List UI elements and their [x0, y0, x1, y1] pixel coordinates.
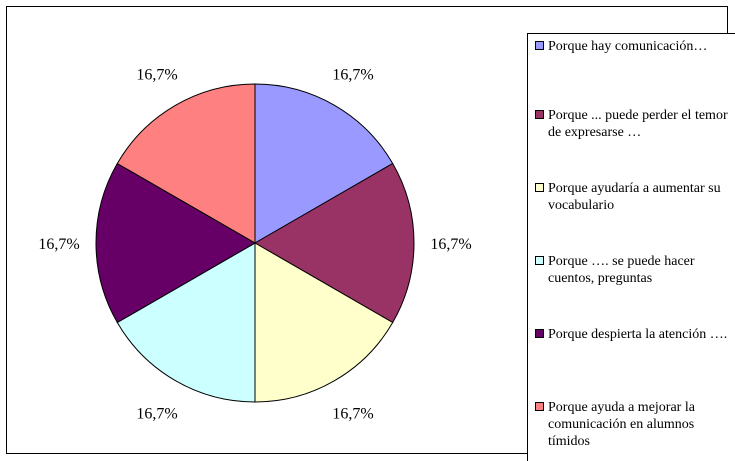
- legend-item-1: Porque hay comunicación…: [535, 38, 735, 55]
- legend-label-1: Porque hay comunicación…: [548, 39, 708, 54]
- legend-item-6: Porque ayuda a mejorar la comunicación e…: [535, 399, 735, 450]
- legend-label-3: Porque ayudaría a aumentar su vocabulari…: [548, 181, 721, 213]
- legend-label-6: Porque ayuda a mejorar la comunicación e…: [548, 400, 695, 449]
- legend-label-5: Porque despierta la atención ….: [548, 327, 728, 342]
- legend-swatch-3: [535, 183, 544, 192]
- legend-item-2: Porque ... puede perder el temor de expr…: [535, 107, 735, 141]
- pie-slice-5: [95, 162, 257, 324]
- slice-label-6: 16,7%: [136, 66, 177, 83]
- legend-swatch-1: [535, 41, 544, 50]
- legend-swatch-6: [535, 402, 544, 411]
- pie-slice-6: [116, 83, 256, 244]
- chart-area: 16,7% 16,7% 16,7% 16,7% 16,7% 16,7% Porque ha…: [6, 6, 735, 461]
- pie-slice-4: [116, 242, 256, 403]
- legend-item-5: Porque despierta la atención ….: [535, 326, 735, 343]
- slice-label-3: 16,7%: [332, 406, 373, 423]
- pie-slice-3: [254, 242, 394, 403]
- legend-label-4: Porque …. se puede hacer cuentos, pregun…: [548, 254, 695, 286]
- pie-slice-1: [254, 83, 394, 244]
- pie-chart: 16,7% 16,7% 16,7% 16,7% 16,7% 16,7%: [38, 66, 471, 423]
- legend-swatch-4: [535, 256, 544, 265]
- legend-item-3: Porque ayudaría a aumentar su vocabulari…: [535, 180, 735, 214]
- legend-swatch-2: [535, 110, 544, 119]
- slice-label-4: 16,7%: [136, 406, 177, 423]
- pie-slice-2: [253, 162, 415, 324]
- legend: Porque hay comunicación… Porque ... pued…: [527, 33, 735, 461]
- legend-label-2: Porque ... puede perder el temor de expr…: [548, 108, 728, 140]
- slice-label-1: 16,7%: [332, 66, 373, 83]
- slice-label-2: 16,7%: [430, 236, 471, 253]
- slice-label-5: 16,7%: [38, 236, 79, 253]
- legend-item-4: Porque …. se puede hacer cuentos, pregun…: [535, 253, 735, 287]
- legend-swatch-5: [535, 329, 544, 338]
